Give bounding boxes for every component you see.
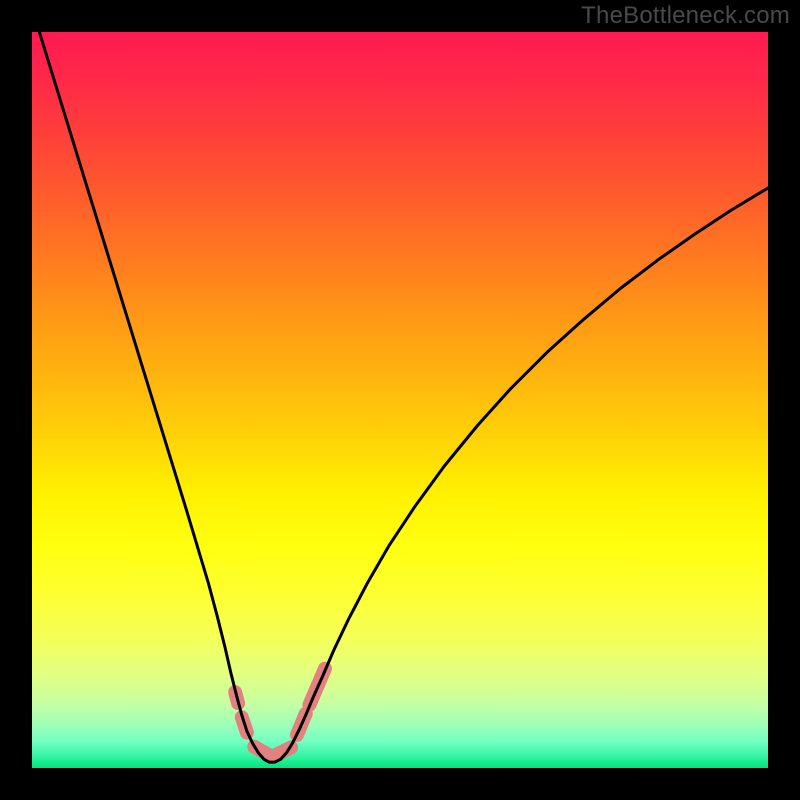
chart-background [32, 32, 768, 768]
bottleneck-chart [32, 32, 768, 768]
watermark-text: TheBottleneck.com [581, 2, 790, 30]
chart-container: TheBottleneck.com [0, 0, 800, 800]
